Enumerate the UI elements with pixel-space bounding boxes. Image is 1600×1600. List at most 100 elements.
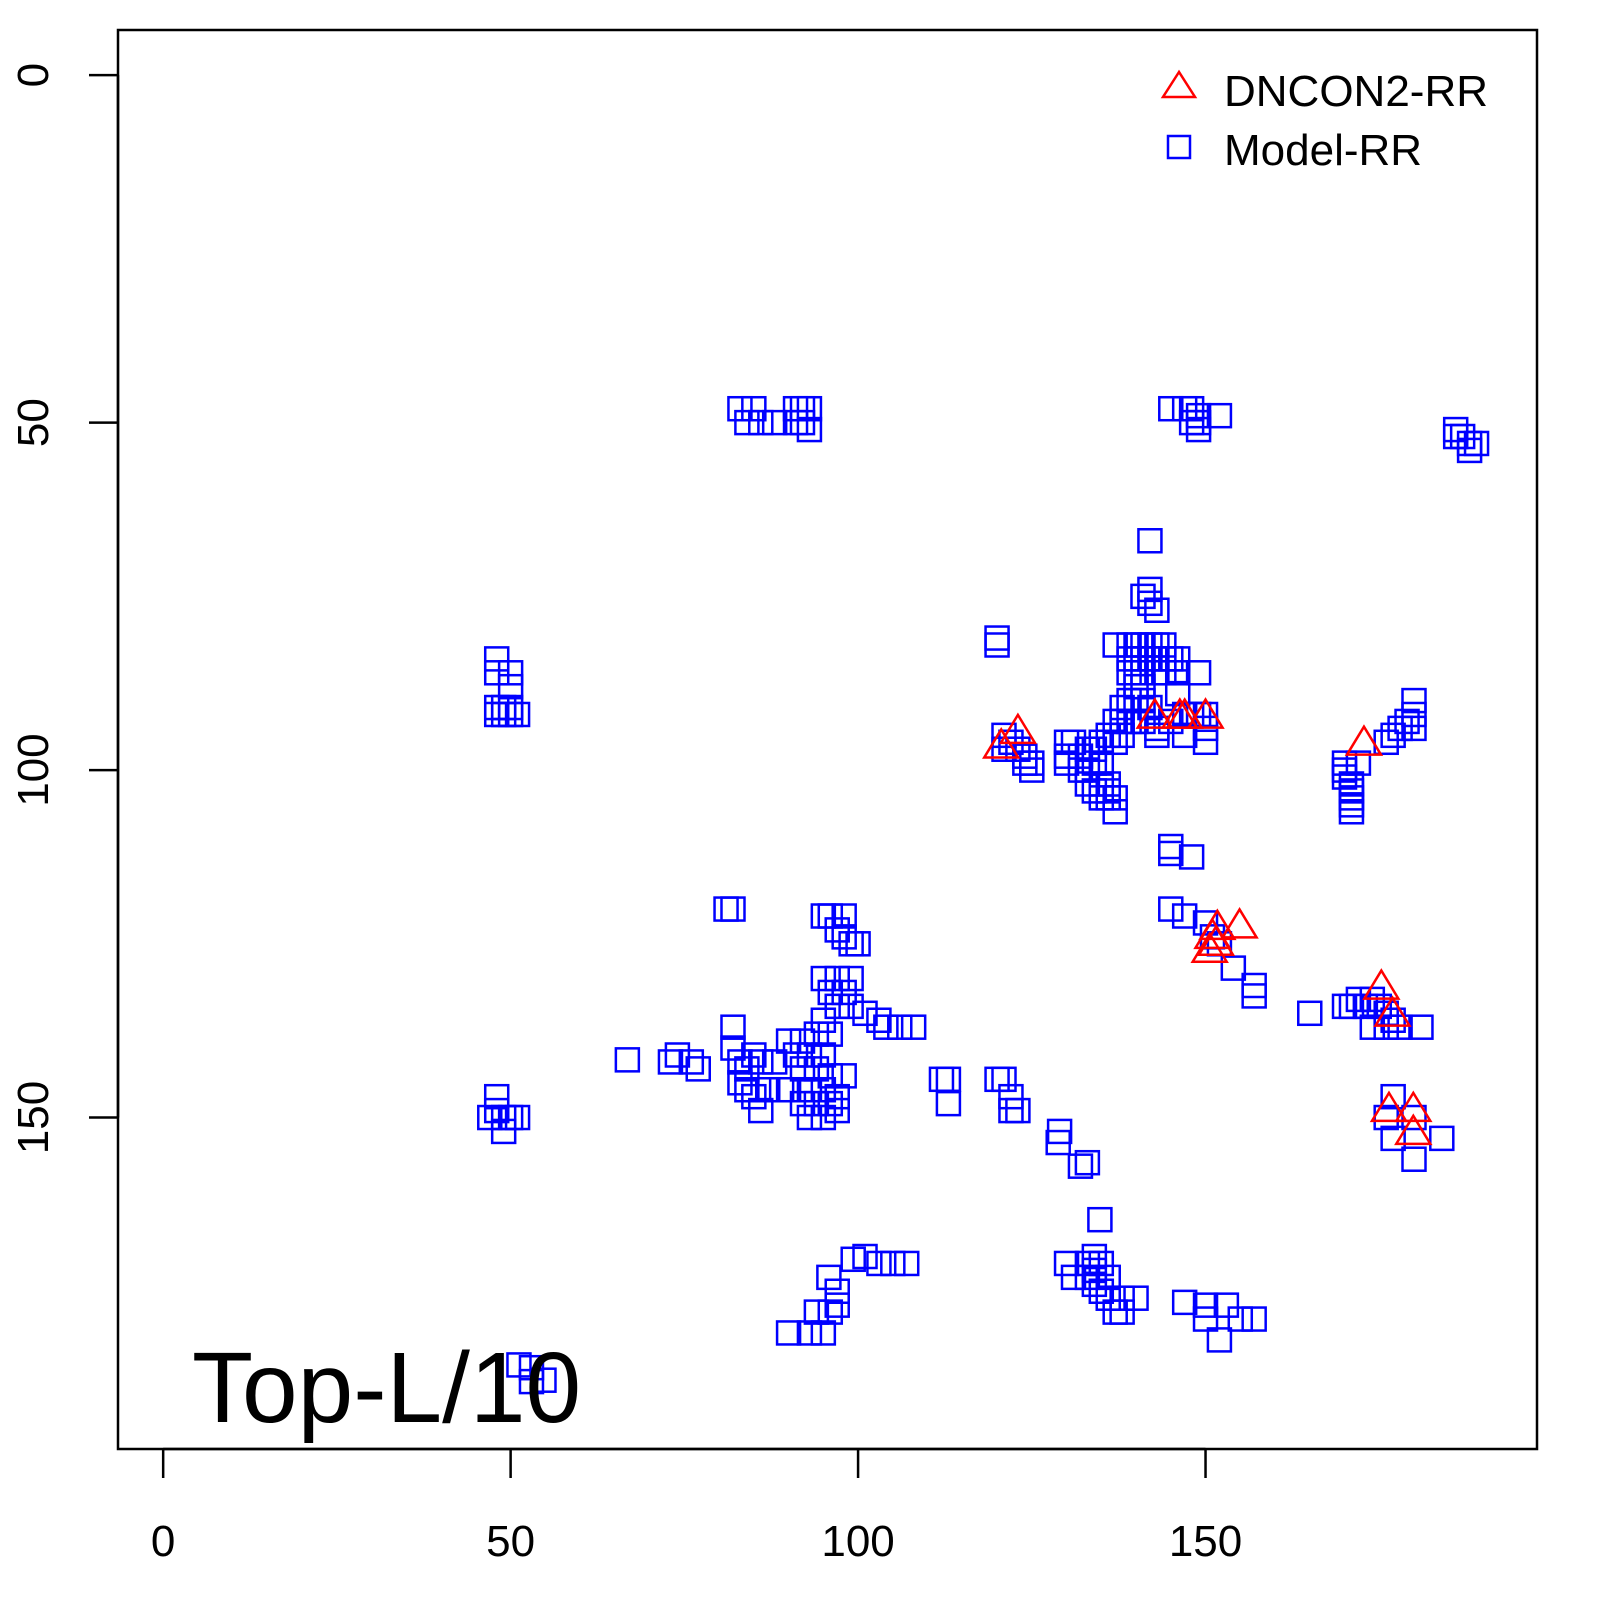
legend-square-icon xyxy=(1166,134,1192,160)
model-rr-point xyxy=(1338,799,1365,825)
model-rr-point xyxy=(1144,632,1170,658)
model-rr-point xyxy=(1338,785,1365,811)
model-rr-point xyxy=(1116,687,1142,714)
x-tick-label: 100 xyxy=(821,1517,894,1566)
model-rr-point xyxy=(1116,708,1142,735)
model-rr-point xyxy=(1060,729,1087,756)
model-rr-point xyxy=(803,1056,830,1082)
model-rr-point xyxy=(775,1076,802,1103)
model-rr-point xyxy=(1151,632,1177,658)
model-rr-point xyxy=(1074,771,1101,797)
model-rr-point xyxy=(1185,402,1212,429)
model-rr-point xyxy=(1158,395,1184,422)
model-rr-point xyxy=(782,409,809,436)
model-rr-point xyxy=(831,1063,857,1089)
model-rr-point xyxy=(1102,729,1128,756)
model-rr-point xyxy=(748,1097,774,1124)
model-rr-point xyxy=(1130,687,1156,714)
model-rr-point xyxy=(1192,910,1219,936)
model-rr-point xyxy=(1088,729,1115,756)
model-rr-point xyxy=(1241,1306,1267,1332)
model-rr-point xyxy=(761,1049,788,1075)
model-rr-point xyxy=(824,1292,850,1318)
model-rr-point xyxy=(483,646,510,672)
model-rr-point xyxy=(873,1014,899,1040)
model-rr-point xyxy=(1401,687,1427,714)
model-rr-point xyxy=(1373,1014,1399,1040)
model-rr-point xyxy=(748,409,774,436)
model-rr-point xyxy=(1074,1149,1101,1176)
dncon2-rr-point xyxy=(1165,697,1204,729)
model-rr-point xyxy=(1171,395,1198,422)
model-rr-point xyxy=(1095,785,1121,811)
model-rr-point xyxy=(1109,722,1135,749)
model-rr-point xyxy=(1081,1243,1108,1270)
model-rr-point xyxy=(1081,736,1108,762)
model-rr-point xyxy=(1401,1146,1427,1172)
model-rr-point xyxy=(1192,1306,1219,1332)
model-rr-point xyxy=(1408,1014,1434,1040)
model-rr-point xyxy=(1137,528,1163,554)
model-rr-point xyxy=(831,903,857,929)
model-rr-point xyxy=(727,1049,753,1075)
dncon2-rr-point xyxy=(1220,907,1259,939)
model-rr-point xyxy=(838,931,864,957)
model-rr-point xyxy=(1116,632,1142,658)
model-rr-point xyxy=(789,1028,816,1054)
model-rr-point xyxy=(1338,771,1365,797)
model-rr-point xyxy=(1130,708,1156,735)
model-rr-point xyxy=(1144,722,1170,749)
model-rr-point xyxy=(866,1250,892,1277)
model-rr-point xyxy=(810,965,837,992)
model-rr-point xyxy=(1345,750,1372,776)
model-rr-point xyxy=(1095,778,1121,804)
model-rr-point xyxy=(1088,771,1115,797)
model-rr-point xyxy=(1206,402,1233,429)
model-rr-point xyxy=(490,694,517,721)
model-rr-point xyxy=(664,1042,691,1068)
model-rr-point xyxy=(1151,646,1177,672)
model-rr-point xyxy=(1164,646,1191,672)
model-rr-point xyxy=(1144,597,1170,623)
model-rr-point xyxy=(1456,430,1483,457)
dncon2-rr-point xyxy=(1190,931,1229,964)
model-rr-point xyxy=(1178,844,1205,870)
model-rr-point xyxy=(789,409,816,436)
model-rr-point xyxy=(824,1083,850,1110)
model-rr-point xyxy=(866,1007,892,1033)
model-rr-point xyxy=(497,660,524,686)
model-rr-point xyxy=(1144,646,1170,672)
model-rr-point xyxy=(775,1320,802,1346)
model-rr-point xyxy=(984,1066,1010,1093)
model-rr-point xyxy=(817,1021,844,1047)
model-rr-point xyxy=(1081,778,1108,804)
model-rr-point xyxy=(1456,437,1483,464)
model-rr-point xyxy=(1102,1299,1128,1325)
model-rr-point xyxy=(852,1000,878,1027)
model-rr-point xyxy=(483,694,510,721)
model-rr-point xyxy=(1130,583,1156,610)
model-rr-point xyxy=(741,395,767,422)
dncon2-rr-point xyxy=(1135,697,1175,729)
model-rr-point xyxy=(1158,833,1184,860)
model-rr-point xyxy=(880,1250,906,1277)
model-rr-point xyxy=(1130,660,1156,686)
model-rr-point xyxy=(817,1299,844,1325)
model-rr-point xyxy=(1449,423,1476,450)
model-rr-point xyxy=(1387,715,1413,742)
model-rr-point xyxy=(657,1049,684,1075)
model-rr-point xyxy=(1297,1000,1323,1027)
model-rr-point xyxy=(1387,1014,1413,1040)
model-rr-point xyxy=(1401,715,1427,742)
legend-triangle-icon xyxy=(1160,69,1198,99)
model-rr-point xyxy=(838,993,864,1020)
model-rr-point xyxy=(824,1097,850,1124)
model-rr-point xyxy=(796,416,823,443)
model-rr-point xyxy=(1463,430,1490,457)
model-rr-point xyxy=(991,1066,1017,1093)
model-rr-point xyxy=(1158,896,1184,922)
model-rr-point xyxy=(1095,1285,1121,1311)
model-rr-point xyxy=(497,694,524,721)
model-rr-point xyxy=(1442,423,1469,450)
model-rr-point xyxy=(796,1076,823,1103)
